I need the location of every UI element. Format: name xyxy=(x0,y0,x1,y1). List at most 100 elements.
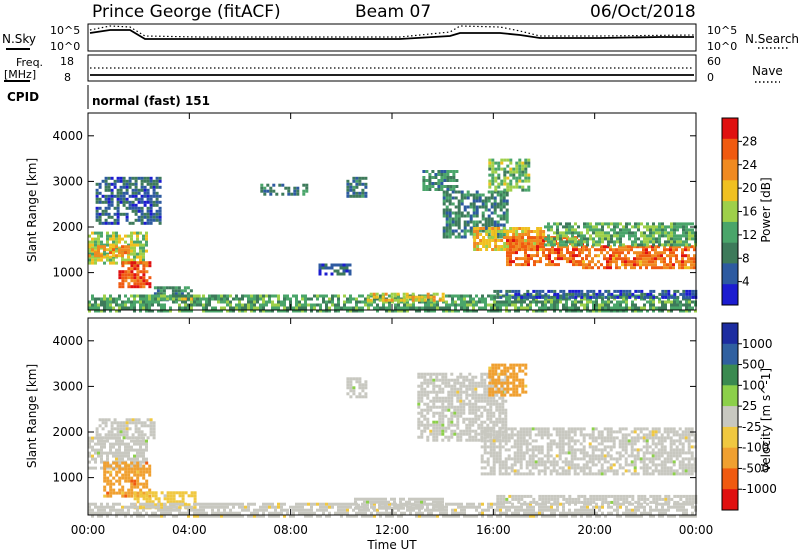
heatmap-cell xyxy=(450,384,454,388)
heatmap-cell xyxy=(501,405,505,409)
heatmap-cell xyxy=(474,390,478,394)
heatmap-cell xyxy=(442,306,445,310)
heatmap-cell xyxy=(645,263,648,267)
heatmap-cell xyxy=(441,295,445,299)
heatmap-cell xyxy=(669,248,672,252)
heatmap-cell xyxy=(688,303,691,307)
heatmap-cell xyxy=(436,303,439,307)
heatmap-cell xyxy=(107,200,111,204)
heatmap-cell xyxy=(494,390,498,394)
heatmap-cell xyxy=(660,436,664,440)
heatmap-cell xyxy=(555,442,559,446)
heatmap-cell xyxy=(546,433,550,437)
heatmap-cell xyxy=(637,289,641,293)
heatmap-cell xyxy=(603,266,606,270)
heatmap-cell xyxy=(500,369,504,373)
heatmap-cell xyxy=(154,300,157,304)
heatmap-cell xyxy=(420,435,424,439)
colorbar-tick-label: 12 xyxy=(742,228,757,242)
heatmap-cell xyxy=(459,387,463,391)
heatmap-cell xyxy=(604,309,607,313)
heatmap-cell xyxy=(334,306,337,310)
heatmap-cell xyxy=(661,225,664,229)
heatmap-cell xyxy=(637,222,640,226)
heatmap-cell xyxy=(660,472,664,476)
heatmap-cell xyxy=(189,289,193,293)
heatmap-cell xyxy=(540,457,544,461)
heatmap-cell xyxy=(586,306,589,310)
heatmap-cell xyxy=(504,472,508,476)
heatmap-cell xyxy=(503,363,507,367)
heatmap-cell xyxy=(613,306,616,310)
heatmap-cell xyxy=(125,427,129,431)
heatmap-cell xyxy=(445,226,449,230)
heatmap-cell xyxy=(561,436,565,440)
heatmap-cell xyxy=(402,292,406,296)
heatmap-cell xyxy=(442,232,446,236)
heatmap-cell xyxy=(571,243,574,247)
heatmap-cell xyxy=(145,240,148,244)
heatmap-cell xyxy=(457,211,461,215)
heatmap-cell xyxy=(660,466,664,470)
heatmap-cell xyxy=(226,300,229,304)
heatmap-cell xyxy=(622,297,625,301)
heatmap-cell xyxy=(518,257,521,261)
heatmap-cell xyxy=(521,230,525,233)
heatmap-cell xyxy=(595,222,598,226)
heatmap-cell xyxy=(625,292,629,296)
heatmap-cell xyxy=(101,209,105,213)
heatmap-cell xyxy=(651,433,655,437)
heatmap-cell xyxy=(127,300,130,304)
heatmap-cell xyxy=(594,457,598,461)
heatmap-cell xyxy=(130,303,133,307)
heatmap-cell xyxy=(687,427,691,431)
heatmap-cell xyxy=(673,295,677,299)
heatmap-cell xyxy=(109,261,112,265)
heatmap-cell xyxy=(479,248,483,251)
heatmap-cell xyxy=(130,267,134,271)
date-label: 06/Oct/2018 xyxy=(590,2,696,22)
heatmap-cell xyxy=(104,194,108,198)
heatmap-cell xyxy=(486,402,490,406)
heatmap-cell xyxy=(119,185,123,189)
heatmap-cell xyxy=(417,372,421,376)
heatmap-cell xyxy=(549,448,553,452)
heatmap-cell xyxy=(468,417,472,421)
heatmap-cell xyxy=(425,170,429,173)
heatmap-cell xyxy=(441,292,445,296)
heatmap-cell xyxy=(435,390,439,394)
heatmap-cell xyxy=(438,399,442,403)
heatmap-cell xyxy=(526,295,530,299)
heatmap-cell xyxy=(547,289,551,293)
heatmap-cell xyxy=(106,461,110,465)
heatmap-cell xyxy=(621,448,625,452)
heatmap-cell xyxy=(457,202,461,206)
heatmap-cell xyxy=(500,248,504,251)
heatmap-cell xyxy=(504,390,508,394)
heatmap-cell xyxy=(149,433,153,437)
heatmap-cell xyxy=(91,439,94,443)
heatmap-cell xyxy=(373,306,376,310)
heatmap-cell xyxy=(672,251,675,255)
heatmap-cell xyxy=(512,260,515,264)
heatmap-cell xyxy=(172,294,175,298)
heatmap-cell xyxy=(579,427,583,431)
heatmap-cell xyxy=(349,185,353,189)
heatmap-cell xyxy=(484,199,488,203)
heatmap-cell xyxy=(103,245,106,249)
heatmap-cell xyxy=(645,463,649,467)
heatmap-cell xyxy=(113,436,117,440)
heatmap-cell xyxy=(483,381,487,385)
heatmap-cell xyxy=(148,467,152,471)
heatmap-cell xyxy=(441,396,445,400)
heatmap-cell xyxy=(429,408,433,412)
heatmap-cell xyxy=(660,251,663,255)
heatmap-cell xyxy=(417,426,421,430)
heatmap-cell xyxy=(624,266,627,270)
heatmap-cell xyxy=(136,243,139,247)
heatmap-cell xyxy=(405,295,409,299)
heatmap-cell xyxy=(190,491,194,495)
heatmap-cell xyxy=(127,457,130,461)
heatmap-cell xyxy=(624,463,628,467)
heatmap-cell xyxy=(525,466,529,470)
